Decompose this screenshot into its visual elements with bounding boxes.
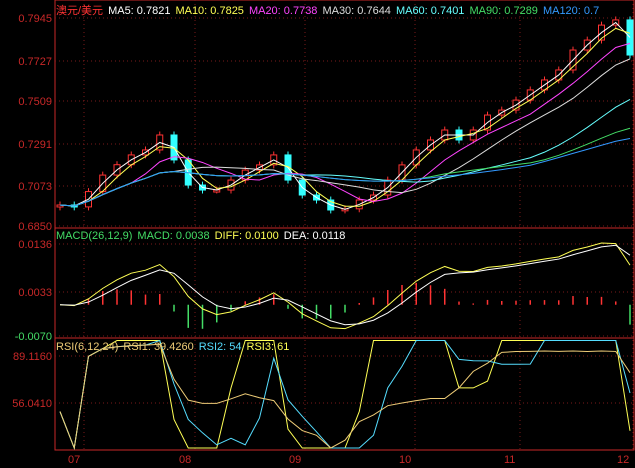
y-tick-label: 0.7945: [18, 13, 52, 25]
legend-entry: MA5: 0.7821: [108, 5, 171, 17]
y-tick-label: 0.0136: [18, 239, 52, 251]
main-legend: 澳元/美元 MA5: 0.7821 MA10: 0.7825 MA20: 0.7738…: [56, 2, 609, 18]
y-tick-label: 0.7727: [18, 56, 52, 68]
legend-entry: MA90: 0.7289: [469, 5, 538, 17]
legend-entry: DEA: 0.0118: [283, 230, 346, 242]
x-tick-label: 08: [179, 454, 191, 466]
y-tick-label: 0.0033: [18, 287, 52, 299]
legend-entry: DIFF: 0.0100: [214, 230, 279, 242]
legend-entry: MA10: 0.7825: [175, 5, 244, 17]
ma-line: [59, 42, 631, 207]
dea-line: [59, 244, 631, 326]
y-tick-label: 56.0410: [12, 398, 52, 410]
legend-entry: MA60: 0.7401: [395, 5, 465, 17]
y-tick-label: 89.1160: [13, 351, 52, 363]
x-tick-label: 12: [617, 454, 629, 466]
symbol-title: 澳元/美元: [56, 5, 104, 17]
y-tick-label: 0.6850: [18, 221, 52, 233]
y-tick-label: 0.7073: [18, 181, 52, 193]
x-tick-label: 09: [289, 454, 301, 466]
legend-entry: MA120: 0.7: [542, 5, 600, 17]
legend-entry: RSI1: 39.4260: [123, 341, 194, 353]
legend-entry: RSI3: 61: [246, 341, 290, 353]
ma-line: [59, 21, 631, 210]
macd-legend: MACD(26,12,9) MACD: 0.0038 DIFF: 0.0100 DEA…: [56, 230, 355, 242]
legend-entry: MA30: 0.7644: [322, 5, 391, 17]
y-tick-label: 0.7291: [18, 139, 52, 151]
legend-entry: MA20: 0.7738: [248, 5, 318, 17]
rsi-line: [59, 339, 631, 450]
panel-frame: [54, 337, 635, 451]
y-tick-label: -0.0070: [15, 331, 52, 343]
ma-line: [59, 138, 631, 207]
ma-line: [59, 27, 631, 207]
x-tick-label: 07: [68, 454, 80, 466]
rsi-legend: RSI(6,12,24) RSI1: 39.4260 RSI2: 54 RSI3: 6…: [56, 341, 299, 353]
legend-entry: MACD: 0.0038: [137, 230, 210, 242]
x-tick-label: 10: [399, 454, 411, 466]
y-tick-label: 0.7509: [18, 96, 52, 108]
ma-line: [59, 127, 631, 207]
macd-title: MACD(26,12,9): [56, 230, 133, 242]
rsi-line: [59, 343, 631, 450]
legend-entry: RSI2: 54: [198, 341, 242, 353]
diff-line: [59, 242, 631, 330]
rsi-title: RSI(6,12,24): [56, 341, 119, 353]
rsi-line: [59, 340, 631, 450]
x-tick-label: 11: [504, 454, 515, 466]
